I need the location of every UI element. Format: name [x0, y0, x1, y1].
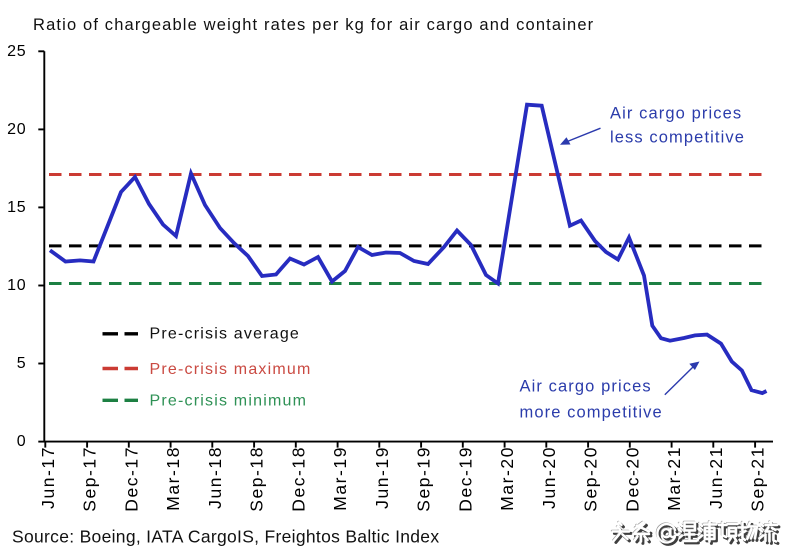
- svg-text:Mar-21: Mar-21: [664, 446, 684, 511]
- svg-text:Sep-20: Sep-20: [581, 446, 601, 512]
- svg-text:Mar-20: Mar-20: [497, 446, 517, 511]
- svg-text:Air cargo prices: Air cargo prices: [520, 378, 652, 396]
- svg-text:Sep-21: Sep-21: [748, 446, 768, 512]
- svg-text:Jun-19: Jun-19: [372, 446, 392, 509]
- svg-text:Ratio of chargeable weight rat: Ratio of chargeable weight rates per kg …: [33, 16, 594, 34]
- svg-text:Source: Boeing, IATA CargoIS,: Source: Boeing, IATA CargoIS, Freightos …: [12, 527, 439, 547]
- svg-text:Dec-17: Dec-17: [121, 446, 141, 512]
- svg-text:Sep-19: Sep-19: [414, 446, 434, 512]
- svg-text:Mar-19: Mar-19: [330, 446, 350, 511]
- svg-text:more competitive: more competitive: [520, 404, 663, 422]
- svg-text:5: 5: [17, 355, 27, 372]
- svg-text:Jun-18: Jun-18: [205, 446, 225, 509]
- svg-text:Jun-17: Jun-17: [38, 446, 58, 509]
- svg-text:Pre-crisis average: Pre-crisis average: [150, 326, 301, 343]
- svg-text:Air cargo prices: Air cargo prices: [610, 105, 742, 123]
- svg-text:Pre-crisis maximum: Pre-crisis maximum: [150, 361, 312, 378]
- svg-text:Dec-20: Dec-20: [622, 446, 642, 512]
- svg-text:Jun-20: Jun-20: [539, 446, 559, 509]
- svg-text:Dec-18: Dec-18: [288, 446, 308, 512]
- svg-text:Pre-crisis minimum: Pre-crisis minimum: [150, 393, 308, 410]
- svg-text:Sep-17: Sep-17: [80, 446, 100, 512]
- svg-text:20: 20: [7, 121, 26, 138]
- svg-text:Jun-21: Jun-21: [706, 446, 726, 509]
- svg-text:25: 25: [7, 43, 26, 60]
- svg-text:Mar-18: Mar-18: [163, 446, 183, 511]
- svg-text:0: 0: [17, 433, 27, 450]
- svg-text:Dec-19: Dec-19: [455, 446, 475, 512]
- svg-text:less competitive: less competitive: [610, 129, 745, 147]
- svg-text:15: 15: [7, 199, 26, 216]
- svg-text:Sep-18: Sep-18: [247, 446, 267, 512]
- svg-text:10: 10: [7, 277, 26, 294]
